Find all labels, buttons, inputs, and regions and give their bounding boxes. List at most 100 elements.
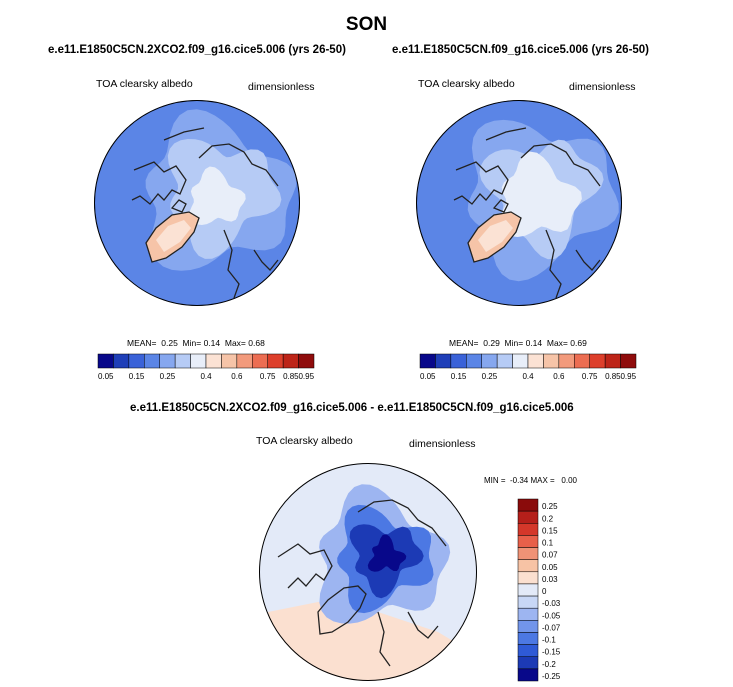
difference-colorbar-swatch (517, 547, 539, 560)
difference-colorbar-tick: 0 (542, 587, 547, 596)
difference-title: e.e11.E1850C5CN.2XCO2.f09_g16.cice5.006 … (130, 402, 574, 414)
coastline (198, 143, 279, 187)
difference-variable-label: TOA clearsky albedo (256, 435, 353, 447)
difference-colorbar-swatch (517, 607, 539, 621)
right-mean-value: 0.29 (483, 338, 500, 348)
left-colorbar-swatch (236, 353, 253, 369)
difference-colorbar-tick: 0.1 (542, 539, 554, 548)
left-stats: MEAN= 0.25 Min= 0.14 Max= 0.68 (127, 338, 265, 348)
right-colorbar-swatch (466, 353, 482, 369)
difference-colorbar-swatch (517, 595, 539, 609)
difference-colorbar-tick: 0.15 (542, 526, 558, 535)
difference-colorbar-tick: -0.03 (542, 599, 561, 608)
right-colorbar-tick: 0.85 (605, 372, 621, 381)
left-colorbar-swatch (174, 353, 191, 369)
right-colorbar-tick: 0.4 (522, 372, 534, 381)
difference-colorbar-tick: -0.1 (542, 636, 556, 645)
difference-colorbar-tick: 0.25 (542, 502, 558, 511)
right-colorbar-swatch (558, 353, 575, 369)
difference-colorbar-swatch (517, 632, 539, 645)
difference-colorbar-tick: -0.15 (542, 648, 561, 657)
difference-colorbar-tick: -0.25 (542, 672, 561, 681)
difference-colorbar-tick: -0.07 (542, 623, 561, 632)
difference-colorbar-swatch (517, 498, 539, 512)
left-polar-map (94, 100, 300, 306)
difference-colorbar-swatch (517, 571, 539, 585)
right-colorbar-swatch (481, 353, 498, 369)
coastline (467, 211, 522, 263)
left-max-label: Max= (224, 338, 246, 348)
coastline (545, 229, 562, 299)
right-colorbar-swatch (589, 353, 606, 369)
left-colorbar-swatch (221, 353, 238, 369)
left-mean-label: MEAN= (127, 338, 157, 348)
coastline (407, 611, 439, 639)
right-colorbar-tick: 0.95 (620, 372, 636, 381)
left-min-value: 0.14 (203, 338, 221, 348)
difference-colorbar-swatch (517, 510, 539, 524)
right-colorbar-swatch (620, 353, 637, 369)
left-units-label: dimensionless (248, 81, 315, 93)
right-units-label: dimensionless (569, 81, 636, 93)
difference-colorbar-tick: -0.05 (542, 611, 561, 620)
left-colorbar-swatch (113, 353, 130, 369)
left-colorbar-tick: 0.15 (129, 372, 145, 381)
map-outline (94, 100, 300, 306)
right-colorbar-tick: 0.05 (420, 372, 436, 381)
left-colorbar-tick: 0.95 (298, 372, 314, 381)
coastline (223, 229, 240, 299)
page-title: SON (345, 14, 388, 35)
diff-core (367, 534, 407, 572)
sea-ice-field (499, 151, 582, 237)
left-colorbar-swatch (159, 353, 176, 369)
difference-colorbar-tick: 0.05 (542, 563, 558, 572)
left-variable-label: TOA clearsky albedo (96, 78, 193, 90)
left-max-value: 0.68 (248, 338, 265, 348)
difference-units-label: dimensionless (409, 438, 476, 450)
left-colorbar-swatch (267, 353, 284, 369)
map-field (259, 463, 477, 681)
right-colorbar-tick: 0.75 (582, 372, 598, 381)
right-colorbar-swatch (543, 353, 560, 369)
difference-minmax: MIN = -0.34 MAX = 0.00 (484, 476, 577, 485)
left-colorbar-swatch (128, 353, 145, 369)
coastline (253, 249, 279, 271)
coastline (357, 499, 447, 547)
right-max-label: Max= (546, 338, 568, 348)
left-colorbar-swatch (282, 353, 299, 369)
difference-colorbar-swatch (517, 535, 539, 548)
map-field (94, 100, 300, 306)
coastline (492, 199, 509, 213)
difference-max-value: 0.00 (561, 476, 577, 485)
right-stats: MEAN= 0.29 Min= 0.14 Max= 0.69 (449, 338, 587, 348)
left-mean-value: 0.25 (161, 338, 178, 348)
left-colorbar-tick: 0.85 (283, 372, 299, 381)
right-min-label: Min= (504, 338, 524, 348)
left-colorbar-tick: 0.75 (260, 372, 276, 381)
left-colorbar-swatch (298, 353, 315, 369)
difference-min-value: -0.34 (510, 476, 529, 485)
left-colorbar-swatch (190, 353, 207, 369)
left-colorbar-swatch (205, 353, 222, 369)
difference-colorbar-swatch (517, 523, 539, 536)
coastline (277, 543, 333, 589)
coastline (170, 199, 187, 213)
difference-max-label: MAX = (530, 476, 555, 485)
left-colorbar-swatch (252, 353, 268, 369)
map-outline (259, 463, 477, 681)
difference-colorbar-swatch (517, 559, 539, 573)
right-panel-title: e.e11.E1850C5CN.f09_g16.cice5.006 (yrs 2… (392, 44, 650, 56)
coastline (163, 127, 205, 141)
left-min-label: Min= (182, 338, 202, 348)
right-colorbar-tick: 0.6 (553, 372, 565, 381)
coastline (131, 161, 187, 205)
right-colorbar-swatch (512, 353, 529, 369)
coastline (453, 161, 509, 205)
left-colorbar-tick: 0.25 (160, 372, 176, 381)
coastline (317, 585, 367, 635)
greenland-inner (478, 220, 513, 252)
difference-colorbar-swatch (517, 668, 539, 682)
right-colorbar-swatch (435, 353, 452, 369)
right-min-value: 0.14 (525, 338, 543, 348)
right-colorbar-tick: 0.15 (451, 372, 467, 381)
